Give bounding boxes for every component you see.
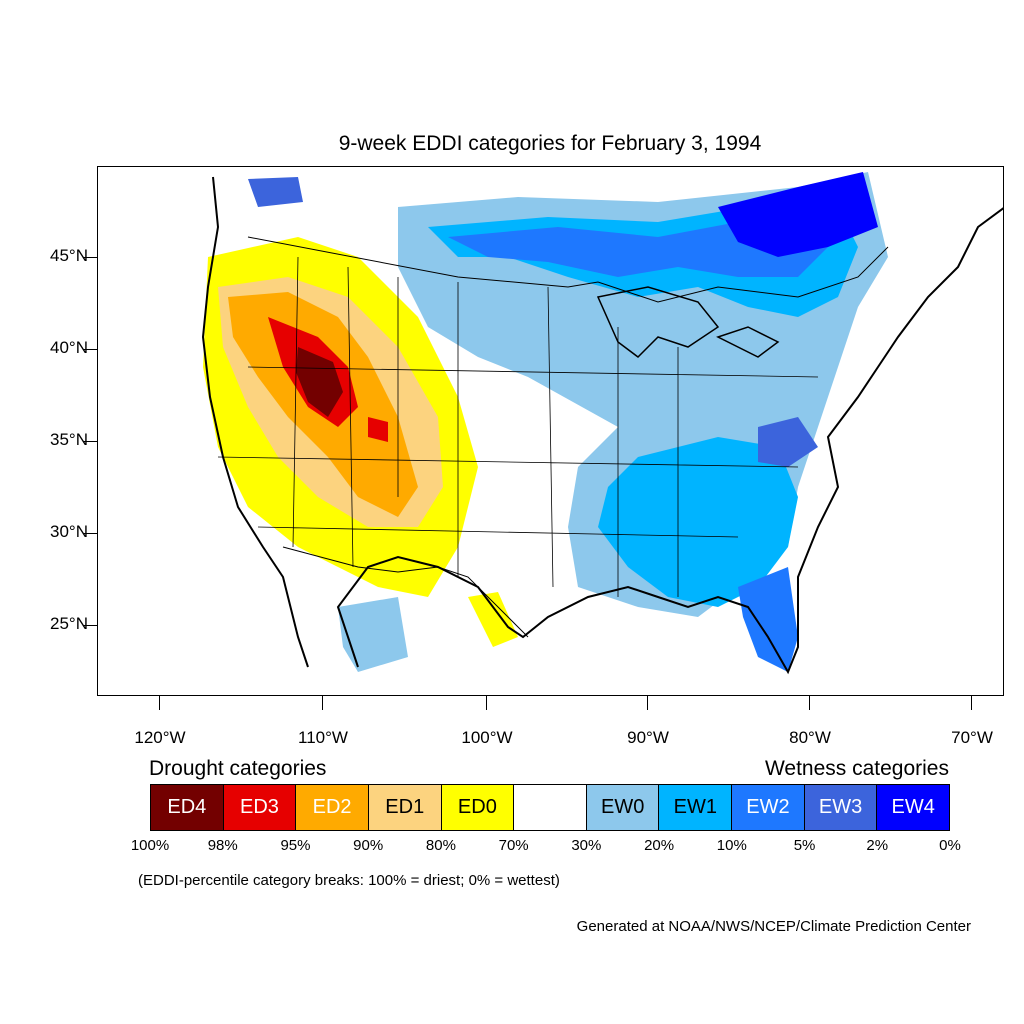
- lon-label: 70°W: [951, 728, 993, 747]
- map-title: 9-week EDDI categories for February 3, 1…: [338, 132, 762, 155]
- lon-tick: [647, 696, 648, 710]
- lon-tick: [809, 696, 810, 710]
- legend-swatch: ED1: [368, 785, 442, 830]
- ed3-region-colorado: [368, 417, 388, 442]
- state-lines: [217, 256, 819, 597]
- legend-break-label: 10%: [716, 837, 747, 854]
- legend-break-label: 70%: [498, 837, 529, 854]
- drought-heading: Drought categories: [149, 757, 327, 780]
- legend-break-label: 100%: [130, 837, 170, 854]
- lon-tick: [322, 696, 323, 710]
- ew0-region-mexico: [338, 597, 408, 672]
- lat-label: 25°N: [50, 614, 88, 633]
- legend-break-label: 2%: [866, 837, 889, 854]
- legend-break-label: 30%: [571, 837, 602, 854]
- lon-tick: [486, 696, 487, 710]
- ed0-region-texas: [468, 592, 518, 647]
- legend-swatch: EW1: [659, 785, 733, 830]
- legend-swatch: ED3: [223, 785, 297, 830]
- lat-label: 35°N: [50, 430, 88, 449]
- lon-label: 100°W: [461, 728, 513, 747]
- legend-swatch: [514, 785, 587, 830]
- legend-break-label: 0%: [939, 837, 961, 854]
- lon-label: 120°W: [134, 728, 186, 747]
- ew2-region-north: [448, 202, 838, 277]
- lat-tick: [83, 533, 97, 534]
- lon-label: 110°W: [298, 728, 348, 747]
- lat-label: 40°N: [50, 338, 88, 357]
- ed4-region-utah: [296, 347, 343, 417]
- lon-label: 90°W: [627, 728, 669, 747]
- lat-tick: [83, 625, 97, 626]
- ew2-region-florida: [738, 567, 798, 672]
- legend-colorbar: ED4 ED3 ED2 ED1 ED0 EW0 EW1 EW2 EW3 EW4: [150, 784, 950, 831]
- legend-swatch: EW2: [732, 785, 805, 830]
- lon-tick: [971, 696, 972, 710]
- legend-break-label: 98%: [207, 837, 238, 854]
- ew3-region-virginia: [758, 417, 818, 467]
- legend-break-label: 80%: [425, 837, 456, 854]
- lat-label: 30°N: [50, 522, 88, 541]
- eddi-field-layer: [203, 172, 888, 672]
- ew3-region-canada-west: [248, 177, 303, 207]
- lat-label: 45°N: [50, 246, 88, 265]
- ew1-region-southeast: [598, 437, 798, 607]
- legend-break-label: 20%: [644, 837, 675, 854]
- us-canada-border: [247, 236, 889, 303]
- legend-swatch: EW3: [804, 785, 878, 830]
- lat-tick: [83, 257, 97, 258]
- category-note: (EDDI-percentile category breaks: 100% =…: [138, 872, 560, 889]
- legend-swatch: ED2: [296, 785, 369, 830]
- legend-swatch: EW0: [586, 785, 660, 830]
- lon-label: 80°W: [789, 728, 831, 747]
- lat-tick: [83, 349, 97, 350]
- map-canvas: [201, 172, 1003, 675]
- ew4-region-ontario: [718, 172, 878, 257]
- boundaries-layer: [201, 176, 1003, 675]
- lon-tick: [159, 696, 160, 710]
- great-lakes: [596, 286, 780, 358]
- us-mexico-border: [282, 546, 529, 638]
- legend-break-label: 95%: [280, 837, 311, 854]
- map-panel: [97, 166, 1004, 696]
- lat-tick: [83, 441, 97, 442]
- legend-break-label: 90%: [353, 837, 384, 854]
- credit-line: Generated at NOAA/NWS/NCEP/Climate Predi…: [576, 918, 971, 935]
- legend-swatch: EW4: [877, 785, 950, 830]
- legend-swatch: ED4: [151, 785, 224, 830]
- wetness-heading: Wetness categories: [764, 757, 949, 780]
- legend-break-label: 5%: [793, 837, 816, 854]
- legend-swatch: ED0: [441, 785, 515, 830]
